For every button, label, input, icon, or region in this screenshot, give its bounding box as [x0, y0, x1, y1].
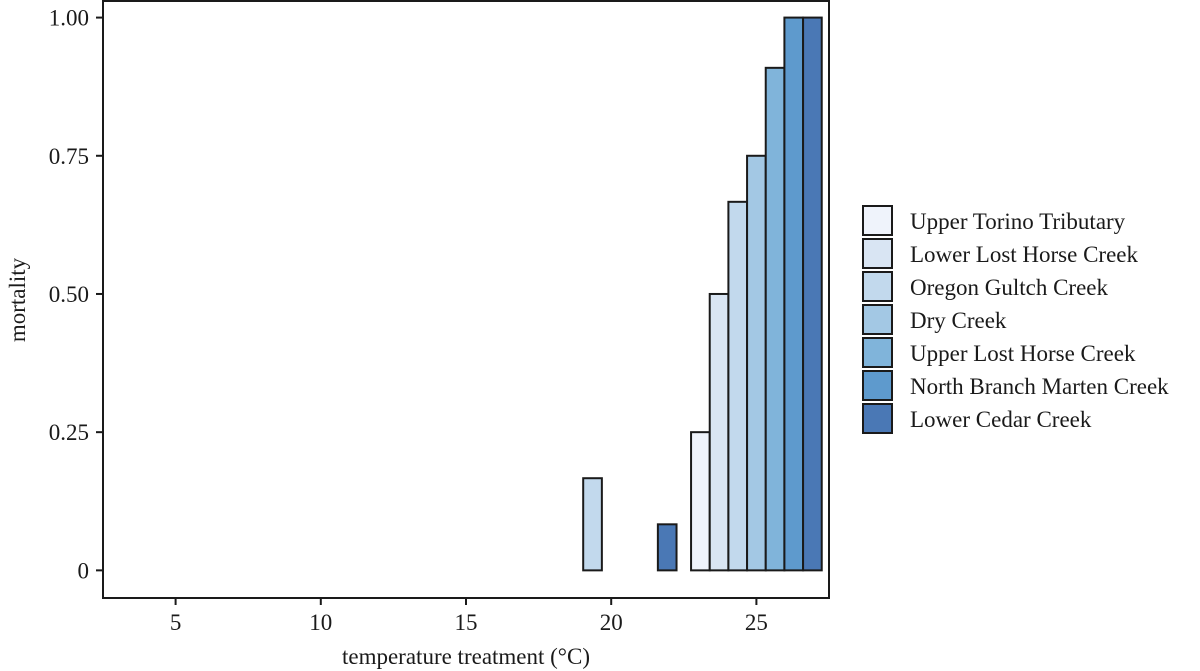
bar-lower-lost-horse-creek-25 [708, 292, 730, 572]
bar-lower-cedar-creek-20 [656, 523, 678, 572]
bar-upper-lost-horse-creek-25 [764, 66, 786, 572]
y-tick-label: 1.00 [49, 6, 89, 31]
x-tick-label: 15 [455, 610, 478, 635]
bar-dry-creek-25 [746, 154, 767, 572]
legend-swatch-lower-cedar-creek [862, 403, 893, 434]
legend: Upper Torino Tributary Lower Lost Horse C… [862, 205, 1169, 434]
legend-label-lower-cedar-creek: Lower Cedar Creek [910, 407, 1092, 432]
legend-label-upper-torino-tributary: Upper Torino Tributary [910, 209, 1126, 234]
bar-upper-torino-tributary-25 [690, 431, 711, 572]
legend-swatch-north-branch-marten-creek [862, 370, 893, 401]
legend-swatch-lower-lost-horse-creek [862, 238, 893, 269]
y-tick-label: 0 [78, 558, 90, 583]
bar-oregon-gultch-creek-25 [727, 200, 749, 572]
y-tick-label: 0.50 [49, 282, 89, 307]
bars-layer [582, 16, 823, 572]
bar-lower-cedar-creek-25 [802, 16, 823, 572]
legend-label-upper-lost-horse-creek: Upper Lost Horse Creek [910, 341, 1136, 366]
legend-label-lower-lost-horse-creek: Lower Lost Horse Creek [910, 242, 1139, 267]
legend-label-dry-creek: Dry Creek [910, 308, 1007, 333]
legend-swatch-upper-torino-tributary [862, 205, 893, 236]
x-tick-label: 5 [170, 610, 182, 635]
y-axis: 0 0.25 0.50 0.75 1.00 [49, 6, 103, 583]
y-tick-label: 0.75 [49, 144, 89, 169]
x-tick-label: 10 [309, 610, 332, 635]
legend-label-north-branch-marten-creek: North Branch Marten Creek [910, 374, 1169, 399]
x-axis: 5 10 15 20 25 [170, 598, 768, 635]
legend-swatch-dry-creek [862, 304, 893, 335]
x-tick-label: 20 [600, 610, 623, 635]
legend-swatch-oregon-gultch-creek [862, 271, 893, 302]
y-axis-title: mortality [5, 257, 30, 342]
legend-swatch-upper-lost-horse-creek [862, 337, 893, 368]
bar-oregon-gultch-creek-20 [582, 477, 603, 572]
x-tick-label: 25 [745, 610, 768, 635]
x-axis-title: temperature treatment (°C) [342, 644, 590, 669]
y-tick-label: 0.25 [49, 420, 89, 445]
legend-label-oregon-gultch-creek: Oregon Gultch Creek [910, 275, 1108, 300]
bar-north-branch-marten-creek-25 [783, 16, 805, 572]
